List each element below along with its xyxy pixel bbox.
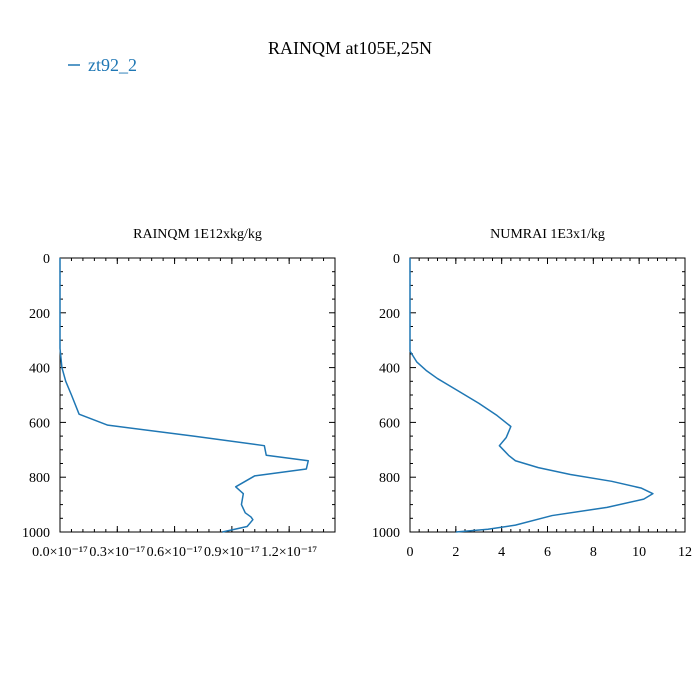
series-line-1 bbox=[59, 258, 310, 533]
y-tick-label: 200 bbox=[379, 307, 400, 322]
series-line-1 bbox=[409, 258, 654, 533]
y-tick-label: 0 bbox=[393, 252, 400, 267]
y-tick-label: 1000 bbox=[22, 526, 50, 541]
y-tick-label: 800 bbox=[29, 471, 50, 486]
x-tick-label: 0.6×10⁻¹⁷ bbox=[147, 545, 203, 560]
y-tick-label: 0 bbox=[43, 252, 50, 267]
y-tick-label: 600 bbox=[29, 416, 50, 431]
x-tick-label: 12 bbox=[678, 545, 692, 560]
chart-panels: RAINQM 1E12xkg/kg020040060080010000.0×10… bbox=[22, 227, 692, 560]
y-tick-label: 800 bbox=[379, 471, 400, 486]
y-tick-label: 1000 bbox=[372, 526, 400, 541]
x-tick-label: 4 bbox=[498, 545, 505, 560]
x-tick-label: 6 bbox=[544, 545, 551, 560]
y-tick-label: 400 bbox=[379, 362, 400, 377]
x-tick-label: 2 bbox=[452, 545, 459, 560]
x-tick-label: 0 bbox=[407, 545, 414, 560]
x-tick-label: 10 bbox=[632, 545, 646, 560]
panel-title: RAINQM 1E12xkg/kg bbox=[133, 227, 262, 242]
chart-panel-1: RAINQM 1E12xkg/kg 0 200 400 600 800 1000 0.0×10… bbox=[22, 227, 336, 560]
y-tick-label: 200 bbox=[29, 307, 50, 322]
panel-title: NUMRAI 1E3x1/kg bbox=[490, 227, 605, 242]
plot-frame bbox=[409, 257, 686, 533]
legend: zt92_2 bbox=[68, 55, 137, 75]
x-tick-label: 1.2×10⁻¹⁷ bbox=[261, 545, 317, 560]
y-tick-label: 600 bbox=[379, 416, 400, 431]
plot-frame bbox=[59, 257, 336, 533]
legend-entry: zt92_2 bbox=[88, 55, 137, 75]
y-tick-label: 400 bbox=[29, 362, 50, 377]
x-tick-label: 8 bbox=[590, 545, 597, 560]
figure-title: RAINQM at105E,25N bbox=[268, 38, 432, 58]
x-tick-label: 0.3×10⁻¹⁷ bbox=[89, 545, 145, 560]
chart-panel-2: NUMRAI 1E3x1/kg 0 200 400 600 800 1000 0 2 4 6 8 10 1… bbox=[372, 227, 692, 560]
x-tick-label: 0.0×10⁻¹⁷ bbox=[32, 545, 88, 560]
x-tick-label: 0.9×10⁻¹⁷ bbox=[204, 545, 260, 560]
